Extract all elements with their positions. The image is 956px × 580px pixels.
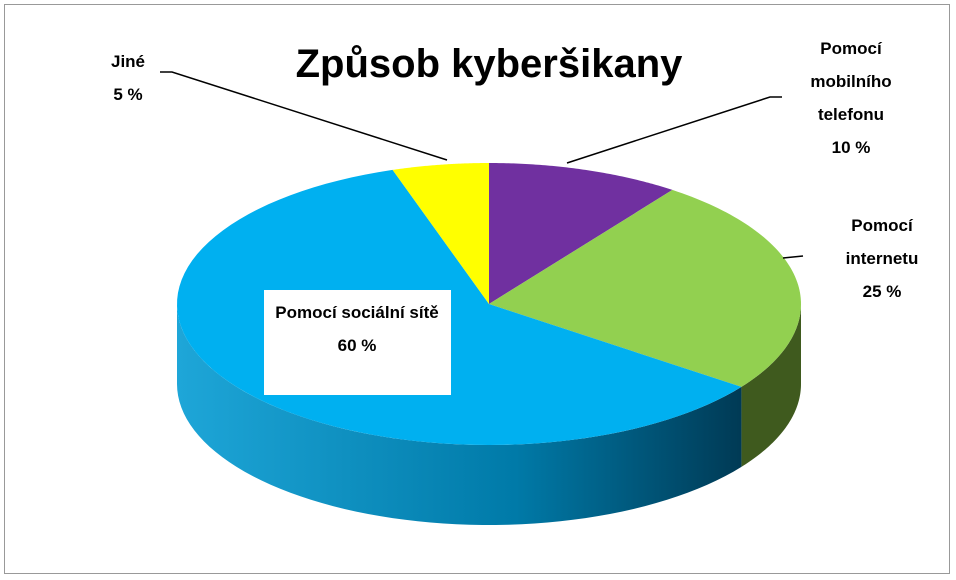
chart-title: Způsob kyberšikany — [295, 42, 683, 86]
leader-lines — [160, 71, 804, 259]
leader-line — [566, 96, 782, 164]
data-label: Pomocí mobilního telefonu 10 % — [791, 32, 911, 164]
slice-side — [741, 304, 801, 467]
value-label: 10 % — [831, 138, 871, 157]
category-label: Pomocí internetu — [845, 216, 919, 268]
category-label: Pomocí sociální sítě — [275, 303, 439, 322]
leader-line — [160, 71, 448, 161]
leader-line — [782, 255, 804, 259]
category-label: Pomocí mobilního telefonu — [810, 39, 892, 124]
value-label: 5 % — [113, 85, 143, 104]
slice — [392, 163, 489, 304]
value-label: 25 % — [862, 282, 902, 301]
data-label: Pomocí sociální sítě 60 % — [272, 296, 442, 362]
data-label: Pomocí internetu 25 % — [822, 209, 942, 308]
data-label: Jiné 5 % — [78, 45, 178, 111]
slice-side — [177, 304, 742, 525]
label-box — [264, 290, 451, 395]
slice — [489, 163, 673, 304]
category-label: Jiné — [110, 52, 146, 71]
slice — [489, 189, 801, 387]
value-label: 60 % — [337, 336, 377, 355]
